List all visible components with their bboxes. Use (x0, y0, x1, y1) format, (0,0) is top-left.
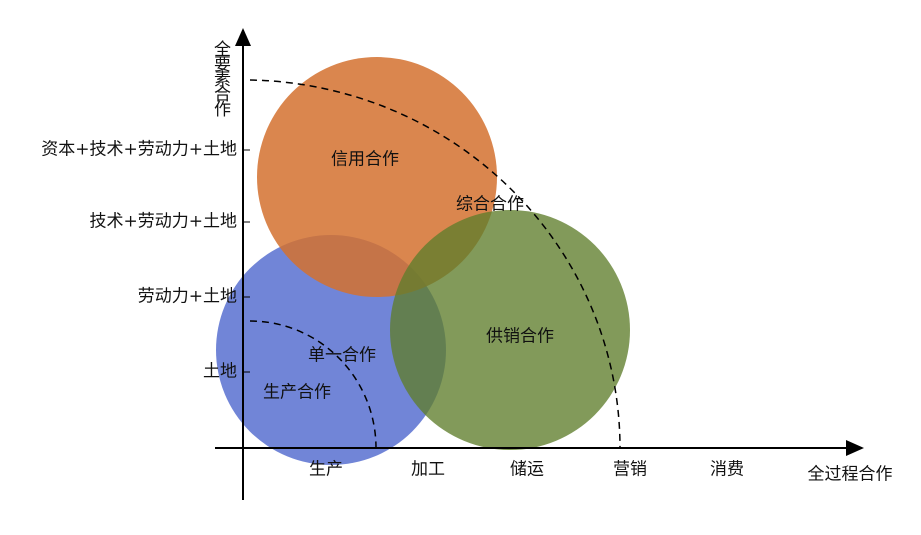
region-label: 供销合作 (486, 327, 554, 347)
region-label: 单一合作 (308, 346, 376, 366)
big-dashed-arc (249, 79, 621, 449)
x-stage-label: 生产 (309, 460, 343, 480)
y-level-label: 劳动力+土地 (138, 287, 237, 307)
y-level-label: 技术+劳动力+土地 (90, 212, 238, 232)
x-stage-label: 营销 (613, 460, 647, 480)
x-stage-label: 加工 (411, 460, 445, 480)
region-label: 生产合作 (263, 383, 331, 403)
small-dashed-arc (249, 320, 377, 449)
region-label: 综合合作 (456, 195, 524, 215)
x-axis-title: 全过程合作 (808, 465, 893, 485)
y-axis-title: 全要素合作 (210, 40, 231, 117)
x-stage-label: 消费 (710, 460, 744, 480)
y-level-label: 土地 (203, 362, 237, 382)
y-level-label: 资本+技术+劳动力+土地 (41, 140, 237, 160)
x-stage-label: 储运 (510, 460, 544, 480)
supply-circle (390, 210, 630, 450)
region-label: 信用合作 (331, 150, 399, 170)
